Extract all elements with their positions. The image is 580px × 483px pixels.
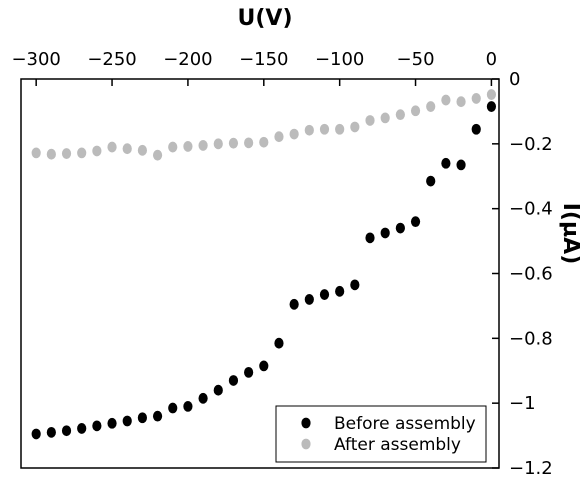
y-tick-label: −0.2 xyxy=(509,134,553,155)
data-point xyxy=(410,105,421,117)
data-point xyxy=(92,420,102,432)
data-point xyxy=(137,144,147,156)
x-tick-label: −300 xyxy=(11,49,60,70)
data-point xyxy=(456,96,466,108)
data-point xyxy=(426,101,436,112)
data-point xyxy=(198,392,208,404)
data-point xyxy=(152,149,163,161)
data-point xyxy=(107,417,117,429)
y-tick-label: −1.2 xyxy=(509,458,553,479)
data-point xyxy=(441,94,451,106)
data-point xyxy=(259,136,269,148)
data-point xyxy=(46,148,56,160)
legend-label: After assembly xyxy=(334,435,461,455)
data-point xyxy=(456,159,466,171)
data-point xyxy=(168,141,178,153)
data-point xyxy=(31,428,41,440)
data-point xyxy=(304,124,314,136)
data-point xyxy=(107,141,117,153)
data-point xyxy=(365,232,375,244)
data-point xyxy=(122,415,132,427)
x-tick-label: 0 xyxy=(486,49,497,70)
data-point xyxy=(274,337,284,349)
data-point xyxy=(304,294,314,305)
data-point xyxy=(244,366,254,378)
data-point xyxy=(395,109,405,121)
data-point xyxy=(228,375,239,386)
data-points xyxy=(31,89,497,440)
data-point xyxy=(198,140,208,151)
data-point xyxy=(289,298,299,310)
y-tick-label: −0.8 xyxy=(509,328,553,349)
y-tick-label: 0 xyxy=(509,69,520,90)
data-point xyxy=(319,289,330,300)
data-point xyxy=(152,410,163,422)
y-axis: 0 −0.2 −0.4 −0.6 −0.8 −1 −1.2 xyxy=(492,69,553,479)
data-point xyxy=(122,143,132,155)
series-before-assembly xyxy=(31,101,497,440)
data-point xyxy=(426,175,436,187)
x-axis: −300 −250 −200 −150 −100 −50 0 xyxy=(11,49,497,86)
data-point xyxy=(137,412,147,424)
data-point xyxy=(350,121,360,133)
x-tick-label: −50 xyxy=(397,49,435,70)
legend-marker xyxy=(301,438,311,450)
data-point xyxy=(486,101,497,112)
data-point xyxy=(274,131,284,143)
data-point xyxy=(259,360,269,372)
data-point xyxy=(380,112,390,124)
data-point xyxy=(77,147,87,159)
x-tick-label: −200 xyxy=(163,49,212,70)
data-point xyxy=(410,216,421,228)
data-point xyxy=(92,145,102,157)
data-point xyxy=(380,227,390,239)
legend-label: Before assembly xyxy=(334,414,476,434)
data-point xyxy=(471,123,481,135)
series-after-assembly xyxy=(31,89,497,161)
data-point xyxy=(335,123,345,135)
x-axis-title: U(V) xyxy=(238,6,293,31)
data-point xyxy=(319,123,330,135)
y-tick-label: −0.4 xyxy=(509,199,553,220)
y-axis-title: I(µA) xyxy=(558,203,580,265)
y-tick-label: −1 xyxy=(509,393,536,414)
x-tick-label: −100 xyxy=(315,49,364,70)
data-point xyxy=(441,157,451,169)
data-point xyxy=(183,401,193,412)
data-point xyxy=(244,137,254,149)
data-point xyxy=(213,384,223,396)
x-tick-label: −150 xyxy=(239,49,288,70)
data-point xyxy=(350,279,360,291)
data-point xyxy=(289,128,299,140)
data-point xyxy=(471,93,481,104)
data-point xyxy=(77,423,87,434)
data-point xyxy=(213,138,223,150)
data-point xyxy=(61,148,72,159)
legend-box xyxy=(275,405,487,463)
data-point xyxy=(395,222,405,234)
data-point xyxy=(365,115,375,126)
data-point xyxy=(183,141,193,152)
data-point xyxy=(168,402,178,414)
data-point xyxy=(61,425,72,437)
data-point xyxy=(335,285,345,297)
x-tick-label: −250 xyxy=(87,49,136,70)
data-point xyxy=(228,137,239,149)
data-point xyxy=(486,89,497,100)
data-point xyxy=(46,426,56,438)
legend-marker xyxy=(301,417,311,429)
y-tick-label: −0.6 xyxy=(509,264,553,285)
data-point xyxy=(31,147,41,159)
